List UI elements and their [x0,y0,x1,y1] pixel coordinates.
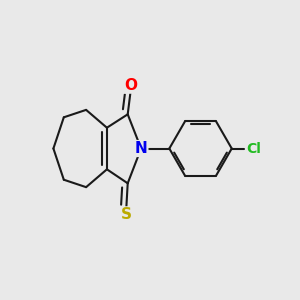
Text: Cl: Cl [246,142,261,155]
Text: N: N [135,141,148,156]
Text: S: S [121,207,132,222]
Text: O: O [124,78,137,93]
